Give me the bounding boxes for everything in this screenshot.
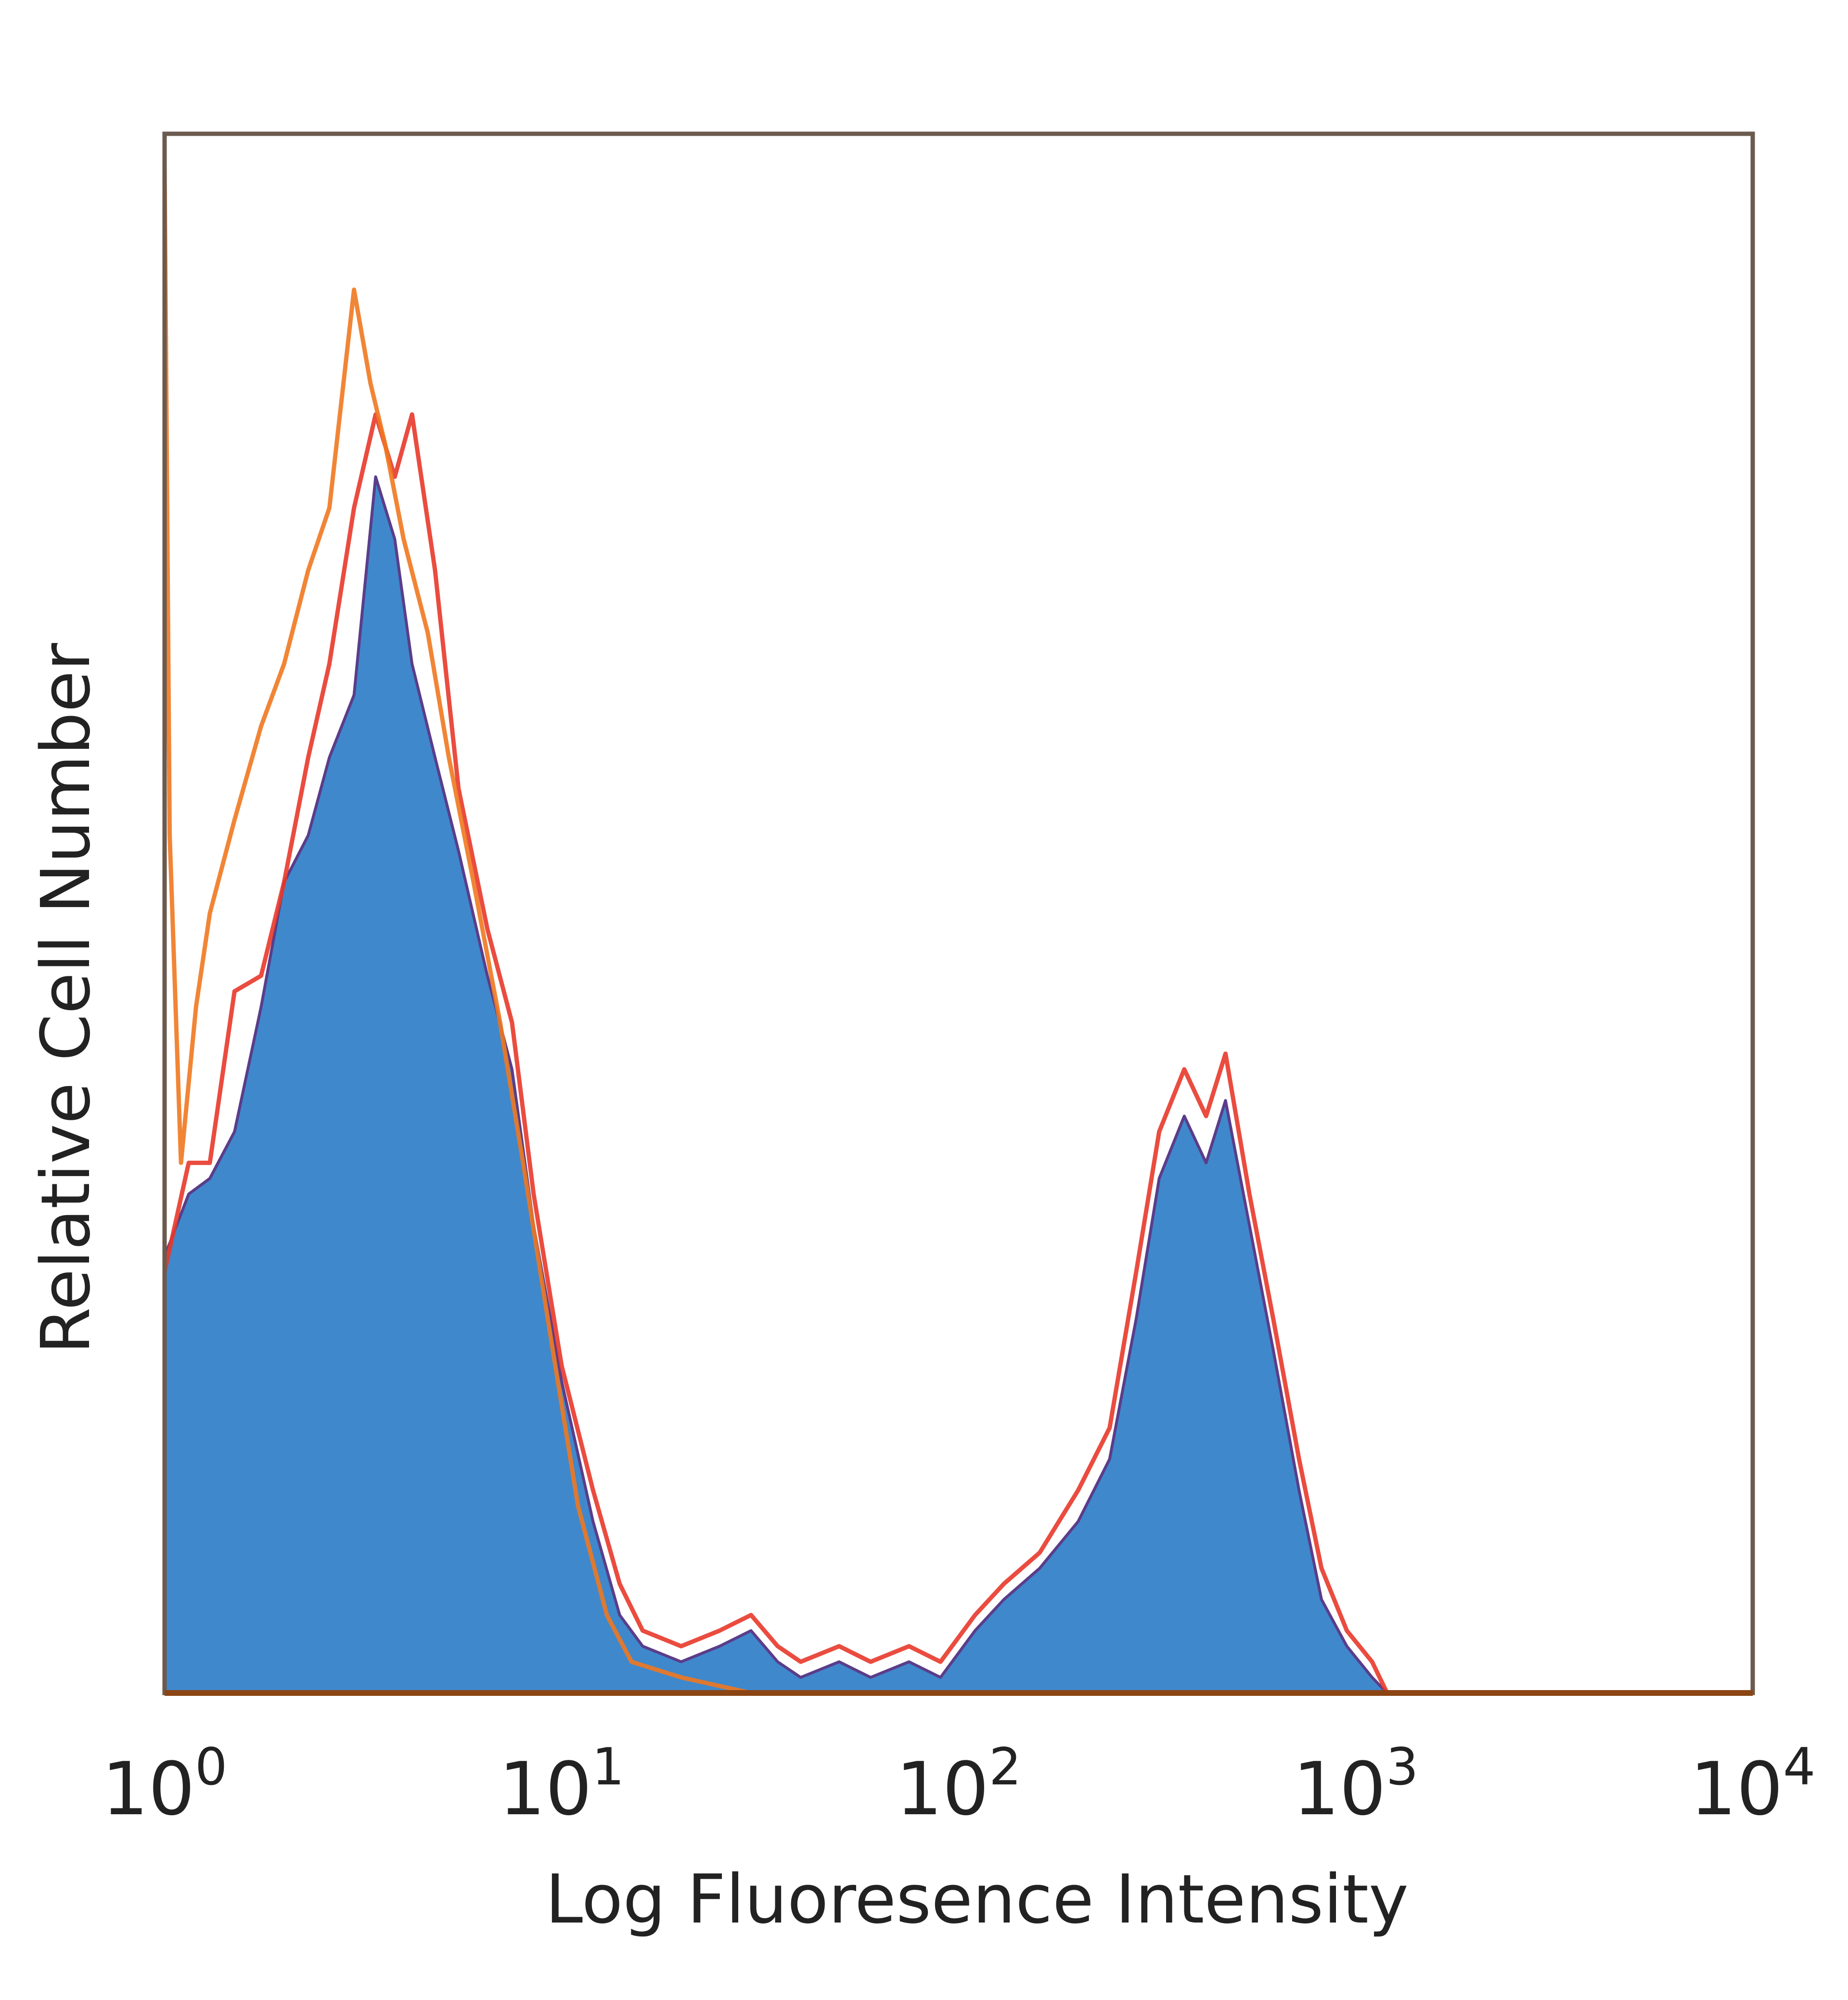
x-tick-exponent-3: 3 [1386,1737,1418,1796]
x-axis-label: Log Fluoresence Intensity [545,1860,1409,1939]
x-tick-base-1: 10 [499,1746,592,1832]
x-tick-label-4: 104 [1690,1737,1816,1832]
x-tick-label-2: 102 [896,1737,1022,1832]
x-tick-exponent-0: 0 [195,1737,227,1796]
x-tick-labels: 100 101 102 103 104 [102,1737,1816,1832]
x-tick-label-3: 103 [1293,1737,1419,1832]
x-tick-exponent-4: 4 [1783,1737,1815,1796]
series-1-line-histogram [162,412,1389,1694]
x-tick-base-2: 10 [896,1746,989,1832]
series-2-line-histogram [162,165,1753,1695]
x-tick-label-1: 101 [499,1737,625,1832]
x-tick-base-0: 10 [102,1746,195,1832]
series-layer [162,165,1753,1695]
x-tick-label-0: 100 [102,1737,228,1832]
x-tick-base-3: 10 [1293,1746,1386,1832]
x-tick-exponent-1: 1 [592,1737,624,1796]
y-axis-label: Relative Cell Number [27,643,105,1354]
series-0-filled-histogram [163,475,1389,1694]
x-tick-exponent-2: 2 [989,1737,1021,1796]
x-tick-base-4: 10 [1690,1746,1783,1832]
